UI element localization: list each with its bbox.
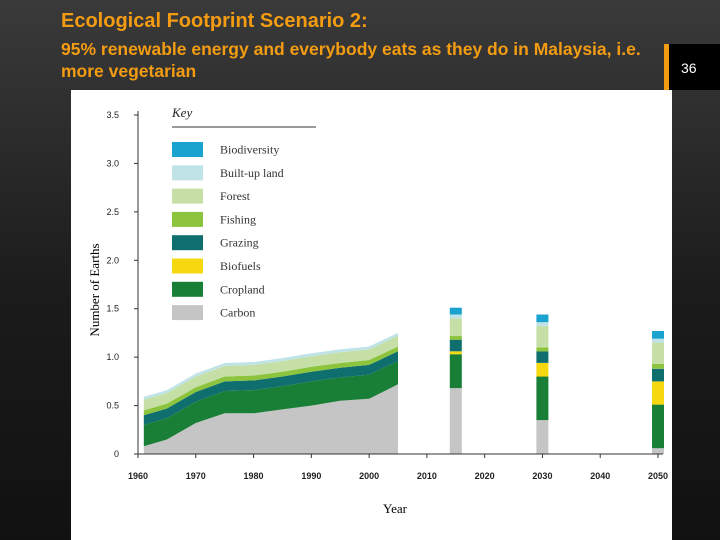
scenario-bars	[449, 307, 664, 454]
slide-number-box: 36	[664, 44, 720, 90]
bar-2015-cropland	[449, 354, 462, 389]
bar-2030-forest	[536, 326, 549, 348]
legend-label-biodiversity: Biodiversity	[220, 143, 279, 157]
bar-2030-grazing	[536, 351, 549, 363]
area-carbon	[143, 384, 398, 454]
chart-figure: 0 0.5 1.0 1.5 2.0 2.5 3.0 3.5 1960 1970 1980 1990 20…	[71, 90, 672, 540]
bar-2050-biodiversity	[652, 331, 664, 339]
bar-2015-biofuels	[449, 351, 462, 355]
area-cropland	[143, 361, 398, 447]
x-tick-label: 2030	[532, 471, 552, 481]
legend-swatch-carbon	[172, 305, 203, 321]
bar-2030-cropland	[536, 376, 549, 421]
area-forest	[143, 335, 398, 411]
legend-swatch-cropland	[172, 281, 203, 297]
y-axis-label: Number of Earths	[87, 243, 102, 336]
area-grazing	[143, 351, 398, 425]
bar-2015-carbon	[449, 388, 462, 454]
legend-swatch-forest	[172, 188, 203, 204]
slide-title: Ecological Footprint Scenario 2:	[61, 10, 368, 32]
footprint-chart: 0 0.5 1.0 1.5 2.0 2.5 3.0 3.5 1960 1970 1980 1990 20…	[87, 105, 668, 516]
legend-swatch-biofuels	[172, 258, 203, 274]
x-tick-label: 2010	[417, 471, 437, 481]
chart-axes: 0 0.5 1.0 1.5 2.0 2.5 3.0 3.5 1960 1970 1980 1990 20…	[106, 110, 668, 481]
y-tick-label: 0.5	[106, 401, 119, 411]
legend-title: Key	[171, 105, 192, 120]
x-tick-label: 1970	[186, 471, 206, 481]
x-tick-label: 1990	[301, 471, 321, 481]
bar-2050-biofuels	[652, 381, 664, 405]
bar-2015-forest	[449, 318, 462, 336]
bar-2050-forest	[652, 342, 664, 364]
bar-2015-fishing	[449, 335, 462, 340]
x-tick-label: 1960	[128, 471, 148, 481]
bar-2030-built-up-land	[536, 322, 549, 327]
bar-2050-carbon	[652, 448, 664, 454]
bar-2030-biodiversity	[536, 314, 549, 323]
y-tick-label: 1.5	[106, 304, 119, 314]
bar-2015-biodiversity	[449, 307, 462, 315]
legend-label-fishing: Fishing	[220, 212, 256, 226]
slide-subtitle: 95% renewable energy and everybody eats …	[61, 39, 641, 81]
x-tick-label: 2000	[359, 471, 379, 481]
bar-2030-fishing	[536, 347, 549, 352]
legend-label-biofuels: Biofuels	[220, 259, 261, 273]
legend-label-cropland: Cropland	[220, 282, 265, 296]
y-tick-label: 0	[114, 449, 119, 459]
legend-label-forest: Forest	[220, 189, 251, 203]
legend-swatch-biodiversity	[172, 142, 203, 157]
chart-legend: Key Biodiversity Built-up land Forest Fishin…	[171, 105, 316, 321]
slide-number: 36	[681, 60, 697, 76]
bar-2050-built-up-land	[652, 338, 664, 343]
legend-label-grazing: Grazing	[220, 236, 259, 250]
bar-2015-built-up-land	[449, 314, 462, 319]
bar-2050-grazing	[652, 368, 664, 382]
x-tick-label: 2020	[475, 471, 495, 481]
legend-label-built-up-land: Built-up land	[220, 166, 284, 180]
y-tick-label: 3.5	[106, 110, 119, 120]
legend-swatch-grazing	[172, 235, 203, 251]
historical-areas	[143, 332, 398, 454]
y-tick-label: 2.0	[106, 255, 119, 265]
bar-2050-fishing	[652, 363, 664, 369]
bar-2015-grazing	[449, 339, 462, 352]
y-tick-label: 2.5	[106, 207, 119, 217]
x-tick-label: 2040	[590, 471, 610, 481]
legend-swatch-built-up-land	[172, 165, 203, 181]
bar-2050-cropland	[652, 404, 664, 449]
bar-2030-carbon	[536, 420, 549, 454]
y-tick-label: 1.0	[106, 352, 119, 362]
y-tick-label: 3.0	[106, 158, 119, 168]
legend-label-carbon: Carbon	[220, 306, 255, 320]
x-tick-label: 2050	[648, 471, 668, 481]
x-axis-label: Year	[383, 501, 408, 516]
x-tick-label: 1980	[244, 471, 264, 481]
legend-swatch-fishing	[172, 211, 203, 227]
bar-2030-biofuels	[536, 363, 549, 377]
